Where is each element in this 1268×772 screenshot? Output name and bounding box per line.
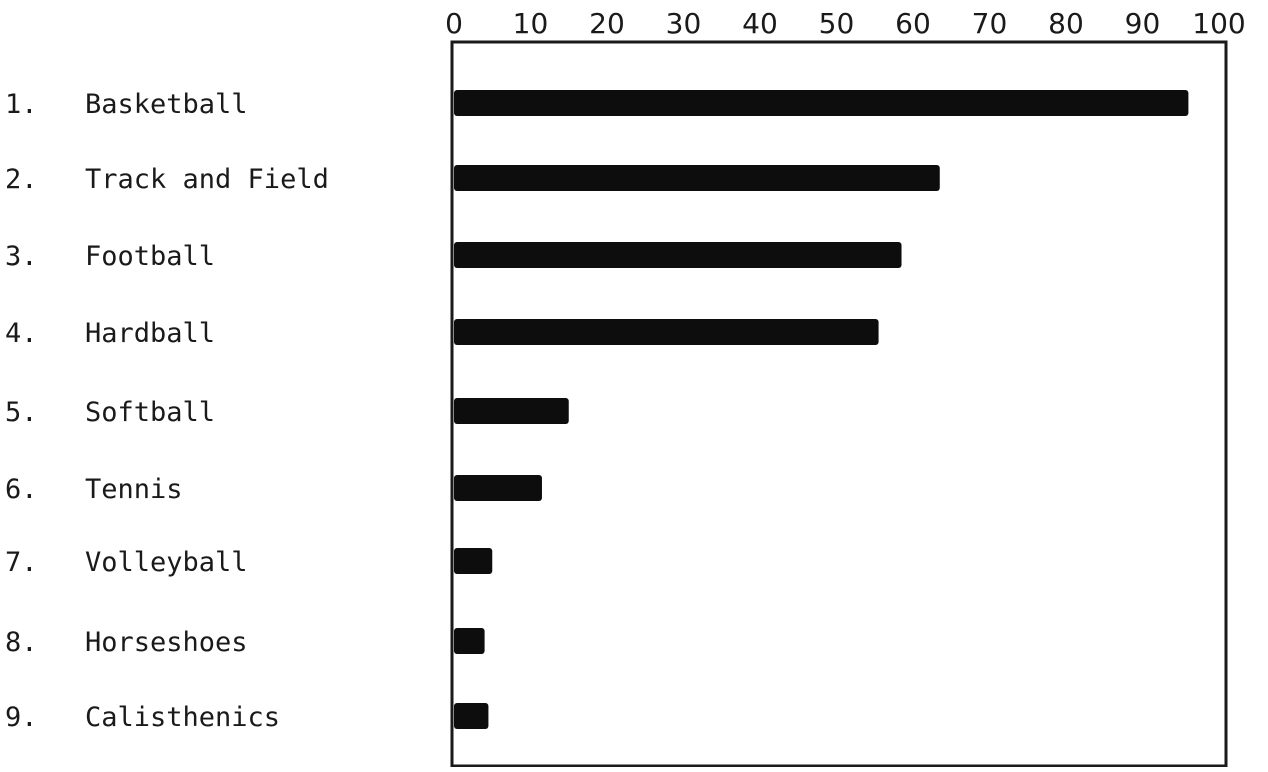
- category-label: Tennis: [85, 474, 183, 505]
- x-tick-label: 60: [895, 7, 931, 40]
- x-tick-label: 0: [445, 7, 463, 40]
- bars: [454, 90, 1189, 729]
- bar: [454, 90, 1189, 116]
- category-label: Football: [85, 241, 215, 272]
- bar: [454, 703, 489, 729]
- bar: [454, 165, 940, 191]
- category-label: Track and Field: [85, 164, 329, 195]
- bar: [454, 319, 879, 345]
- category-label: Volleyball: [85, 547, 248, 578]
- x-tick-label: 90: [1125, 7, 1161, 40]
- x-tick-label: 20: [589, 7, 625, 40]
- x-tick-label: 70: [972, 7, 1008, 40]
- category-label: Basketball: [85, 89, 248, 120]
- category-label: Hardball: [85, 318, 215, 349]
- category-number: 3.: [5, 241, 38, 272]
- category-label: Softball: [85, 397, 215, 428]
- x-axis-ticks: 0 10 20 30 40 50 60 70 80 90 100: [445, 7, 1246, 40]
- category-number: 1.: [5, 89, 38, 120]
- category-number: 9.: [5, 702, 38, 733]
- bar: [454, 242, 902, 268]
- bar: [454, 628, 485, 654]
- category-number: 6.: [5, 474, 38, 505]
- x-tick-label: 40: [742, 7, 778, 40]
- x-tick-label: 30: [666, 7, 702, 40]
- category-number: 7.: [5, 547, 38, 578]
- category-label: Calisthenics: [85, 702, 280, 733]
- x-tick-label: 100: [1192, 7, 1245, 40]
- category-label: Horseshoes: [85, 627, 248, 658]
- category-number: 5.: [5, 397, 38, 428]
- category-labels: 1. Basketball 2. Track and Field 3. Football 4…: [5, 89, 329, 733]
- plot-frame: [450, 40, 1228, 768]
- bar: [454, 548, 493, 574]
- bar: [454, 398, 569, 424]
- x-tick-label: 50: [819, 7, 855, 40]
- category-number: 8.: [5, 627, 38, 658]
- x-tick-label: 10: [513, 7, 549, 40]
- category-number: 2.: [5, 164, 38, 195]
- x-tick-label: 80: [1048, 7, 1084, 40]
- bar: [454, 475, 542, 501]
- category-number: 4.: [5, 318, 38, 349]
